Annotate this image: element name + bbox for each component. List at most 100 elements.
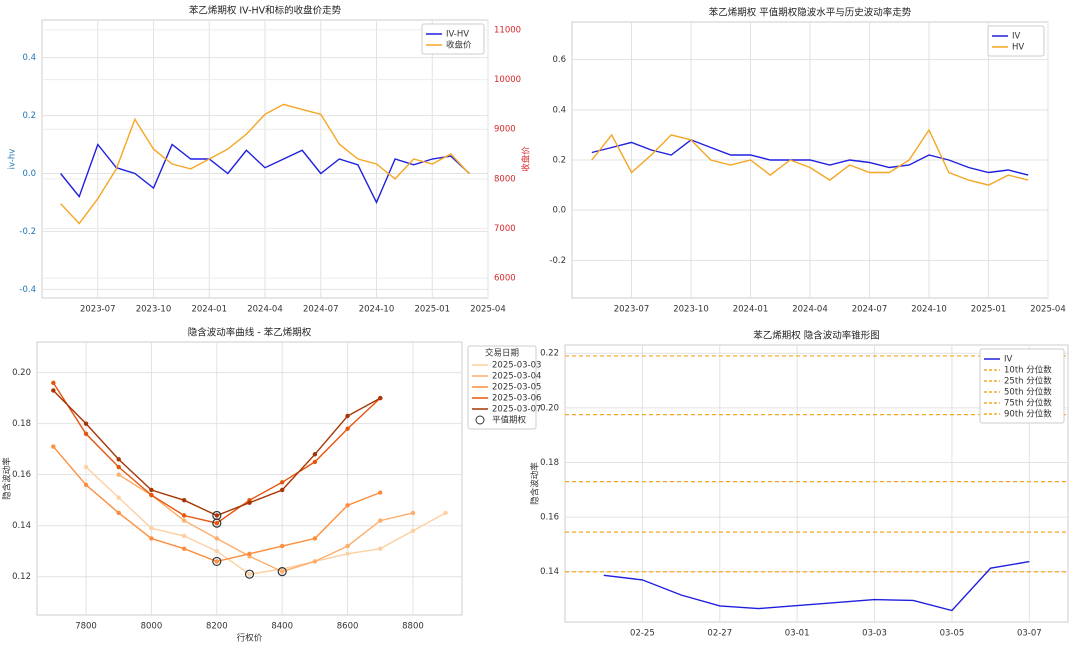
- atm-marker: [212, 556, 222, 567]
- point: [312, 452, 318, 457]
- point: [149, 526, 154, 531]
- point: [345, 503, 350, 508]
- x-tick-label: 2024-10: [911, 305, 947, 315]
- point: [149, 487, 154, 493]
- legend-label: 2025-03-07: [492, 405, 541, 415]
- y-axis-label: 隐含波动率: [2, 457, 13, 500]
- point: [247, 500, 252, 505]
- x-tick-label: 2025-04: [1030, 305, 1066, 315]
- y-tick-label: 0.18: [12, 419, 31, 429]
- y-tick-label: -0.2: [19, 227, 36, 237]
- legend-label: 2025-03-04: [492, 372, 541, 382]
- y-tick-label: 0.0: [552, 206, 566, 216]
- chart-title: 苯乙烯期权 平值期权隐波水平与历史波动率走势: [709, 7, 912, 19]
- y2-tick-label: 9000: [494, 125, 516, 135]
- point: [181, 518, 187, 523]
- x-tick-label: 7800: [75, 622, 97, 632]
- x-tick-label: 03-01: [785, 629, 810, 639]
- y-tick-label: 0.0: [22, 169, 36, 179]
- legend-label: 25th 分位数: [1004, 376, 1052, 387]
- point: [116, 495, 121, 500]
- series-line: [118, 474, 414, 573]
- y-tick-label: 0.16: [540, 513, 559, 523]
- point: [312, 536, 318, 541]
- atm-marker: [212, 510, 222, 521]
- y-tick-label: 0.4: [552, 105, 566, 115]
- x-tick-label: 2024-04: [792, 305, 828, 315]
- x-tick-label: 03-03: [862, 629, 887, 639]
- point: [149, 536, 154, 541]
- y2-axis-label: 收盘价: [521, 146, 532, 172]
- y-tick-label: 0.18: [540, 458, 559, 468]
- point: [83, 431, 89, 437]
- legend-label: 收盘价: [446, 40, 472, 51]
- point: [279, 569, 285, 574]
- point: [378, 395, 383, 401]
- point: [116, 464, 121, 470]
- point: [51, 380, 56, 386]
- point: [83, 421, 89, 426]
- x-tick-label: 2024-07: [303, 305, 339, 315]
- point: [345, 551, 350, 556]
- series-line: [591, 139, 1029, 176]
- y-tick-label: 0.4: [22, 53, 36, 63]
- y2-tick-label: 8000: [494, 174, 516, 184]
- series-line: [60, 103, 470, 225]
- point: [312, 559, 318, 564]
- point: [181, 533, 187, 539]
- legend-label: 10th 分位数: [1004, 365, 1052, 376]
- point: [378, 490, 383, 495]
- y-tick-label: 0.20: [540, 403, 559, 413]
- atm-marker: [277, 567, 287, 577]
- x-tick-label: 8200: [206, 622, 228, 632]
- x-tick-label: 2023-07: [80, 305, 116, 315]
- y2-tick-label: 11000: [494, 25, 521, 35]
- point: [312, 459, 318, 465]
- point: [214, 536, 220, 541]
- x-tick-label: 03-07: [1017, 629, 1042, 639]
- point: [181, 546, 187, 551]
- x-tick-label: 2024-10: [359, 305, 395, 315]
- point: [443, 510, 448, 516]
- legend-box: [421, 23, 485, 55]
- point: [83, 482, 89, 488]
- x-tick-label: 8000: [141, 622, 163, 632]
- x-tick-label: 2025-01: [414, 305, 450, 315]
- legend-title: 交易日期: [485, 348, 519, 359]
- series-line: [603, 560, 1030, 612]
- y2-tick-label: 6000: [494, 274, 516, 284]
- point: [214, 513, 220, 518]
- point: [279, 487, 285, 493]
- point: [378, 546, 383, 551]
- point: [345, 413, 350, 419]
- chart-title: 苯乙烯期权 隐含波动率锥形图: [753, 330, 880, 342]
- point: [149, 492, 154, 498]
- point: [345, 426, 350, 431]
- y-tick-label: 0.14: [12, 521, 31, 531]
- point: [247, 551, 252, 556]
- legend-box: [979, 348, 1065, 424]
- legend-label: 2025-03-06: [492, 394, 541, 404]
- point: [116, 510, 121, 516]
- point: [51, 388, 56, 393]
- point: [116, 472, 121, 477]
- y-tick-label: 0.12: [12, 572, 31, 582]
- y-tick-label: 0.22: [540, 349, 559, 359]
- y-axis-label: 隐含波动率: [530, 462, 541, 505]
- point: [279, 480, 285, 485]
- y-tick-label: 0.20: [12, 368, 31, 378]
- legend-box: [987, 25, 1045, 57]
- legend-label: IV: [1004, 355, 1013, 365]
- point: [181, 513, 187, 518]
- x-tick-label: 2024-01: [191, 305, 227, 315]
- x-tick-label: 2025-04: [470, 305, 506, 315]
- point: [51, 444, 56, 449]
- point: [116, 457, 121, 462]
- legend-label: 50th 分位数: [1004, 387, 1052, 398]
- x-tick-label: 8800: [402, 622, 424, 632]
- x-tick-label: 2024-01: [733, 305, 769, 315]
- legend-label: 2025-03-03: [492, 361, 541, 371]
- point: [378, 518, 383, 523]
- y-tick-label: 0.2: [552, 156, 566, 166]
